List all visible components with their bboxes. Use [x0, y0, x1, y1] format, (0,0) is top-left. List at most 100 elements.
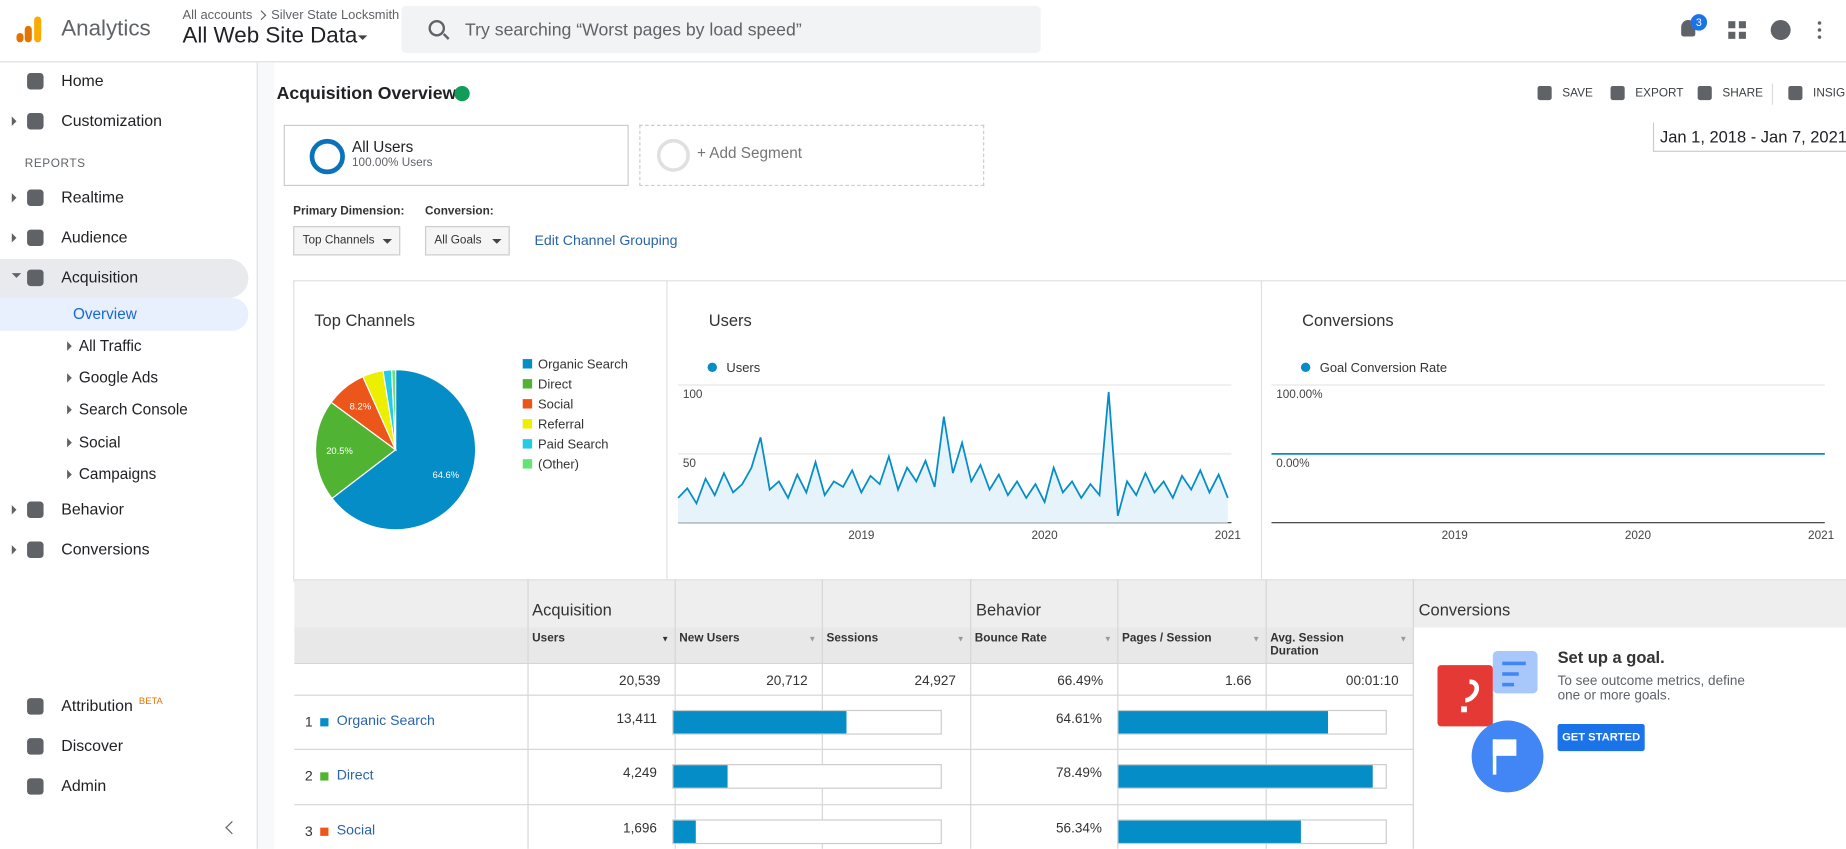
dropdown-label: Top Channels — [302, 234, 375, 248]
bar — [673, 820, 696, 843]
column-header[interactable]: Bounce Rate — [974, 632, 1047, 646]
beta-tag: BETA — [138, 695, 163, 707]
bar — [673, 711, 847, 734]
goal-flag-circle — [1471, 720, 1544, 793]
apps-icon — [1738, 21, 1746, 29]
date-range[interactable]: Jan 1, 2018 - Jan 7, 2021 — [1652, 122, 1846, 152]
sort-icon — [1400, 636, 1406, 642]
dropdown[interactable]: Top Channels — [293, 226, 401, 256]
sort-icon — [809, 636, 815, 642]
nav-item[interactable]: Conversions — [61, 540, 150, 559]
menu-dot — [1817, 28, 1822, 32]
nav-item[interactable]: Realtime — [61, 188, 124, 207]
bar — [1118, 765, 1373, 788]
add-segment-label: + Add Segment — [696, 143, 803, 162]
row-border — [294, 662, 1413, 664]
goal-flag-pole — [1492, 739, 1497, 775]
column-header[interactable]: Users — [532, 632, 565, 646]
nav-subitem[interactable]: Campaigns — [78, 465, 157, 483]
nav-selected-bg — [0, 297, 249, 331]
action-button[interactable]: SAVE — [1562, 87, 1593, 101]
row-border — [294, 748, 1413, 750]
channel-swatch — [320, 827, 329, 836]
goal-bubble-line — [1502, 672, 1519, 676]
cell-value: 4,249 — [623, 766, 657, 781]
total-value: 24,927 — [914, 674, 956, 689]
column-border — [527, 579, 529, 849]
column-header[interactable]: Pages / Session — [1121, 632, 1212, 646]
icon — [27, 189, 44, 207]
breadcrumb: All accounts Silver State Locksmith — [182, 8, 399, 22]
column-header-row — [294, 627, 1413, 663]
nav-item[interactable]: Customization — [61, 111, 162, 130]
bar — [1118, 711, 1328, 734]
notification-badge: 3 — [1690, 14, 1708, 31]
goal-question-dot — [1461, 706, 1467, 713]
nav-item[interactable]: Acquisition — [61, 268, 139, 287]
nav-item[interactable]: Attribution — [61, 696, 133, 715]
nav-subitem[interactable]: Social — [78, 433, 121, 451]
search-icon — [428, 20, 446, 37]
breadcrumb-item[interactable]: All accounts — [182, 8, 253, 23]
view-selector[interactable]: All Web Site Data — [182, 23, 358, 49]
caret — [357, 35, 368, 41]
sort-icon — [1253, 636, 1259, 642]
chart-panel — [293, 280, 1846, 582]
icon — [27, 113, 44, 130]
help-icon[interactable] — [1770, 20, 1791, 41]
group-header: Behavior — [975, 600, 1042, 620]
column-header[interactable]: New Users — [679, 632, 740, 646]
nav-subitem[interactable]: Overview — [72, 304, 137, 323]
verified-icon — [454, 85, 470, 102]
icon — [27, 269, 44, 287]
search-box[interactable]: Try searching “Worst pages by load speed… — [401, 5, 1041, 53]
caret — [11, 545, 17, 555]
caret — [67, 469, 72, 480]
channel-link[interactable]: Social — [336, 821, 376, 839]
channel-link[interactable]: Organic Search — [336, 712, 435, 729]
dropdown-label: All Goals — [434, 234, 482, 248]
nav-subitem[interactable]: All Traffic — [78, 336, 142, 355]
page-title: Acquisition Overview — [276, 83, 457, 104]
nav-item[interactable]: Discover — [61, 736, 124, 755]
edit-link[interactable]: Edit Channel Grouping — [534, 231, 678, 249]
icon — [27, 229, 44, 247]
bar-track — [672, 819, 942, 845]
icon — [1788, 85, 1803, 101]
dimension-label: Conversion: — [425, 204, 494, 218]
apps-icon — [1728, 31, 1736, 39]
collapse-icon[interactable] — [225, 820, 239, 835]
nav-item[interactable]: Home — [61, 71, 104, 90]
add-segment[interactable]: + Add Segment — [639, 124, 985, 187]
breadcrumb-item[interactable]: Silver State Locksmith — [271, 8, 400, 23]
row-border — [294, 804, 1413, 806]
column-border — [1412, 579, 1414, 849]
caret — [67, 341, 72, 351]
channel-link[interactable]: Direct — [336, 766, 374, 783]
column-header[interactable]: Avg. Session Duration — [1270, 632, 1344, 659]
action-button[interactable]: EXPORT — [1635, 87, 1684, 101]
bar — [1118, 820, 1301, 843]
nav-item[interactable]: Behavior — [61, 500, 124, 519]
cell-value: 13,411 — [616, 712, 657, 727]
dimension-label: Primary Dimension: — [293, 204, 405, 218]
caret — [67, 373, 72, 383]
icon — [27, 698, 44, 715]
table-group-header — [294, 579, 1846, 629]
caret — [11, 116, 17, 126]
sort-icon — [958, 636, 964, 642]
nav-item[interactable]: Admin — [61, 777, 107, 795]
nav-item[interactable]: Audience — [61, 228, 128, 247]
nav-subitem[interactable]: Google Ads — [78, 368, 159, 387]
action-button[interactable]: SHARE — [1722, 87, 1763, 101]
row-border — [294, 694, 1413, 696]
action-button[interactable]: INSIGH — [1813, 87, 1846, 101]
caret — [11, 505, 17, 515]
caret — [67, 437, 72, 448]
goal-button[interactable]: GET STARTED — [1557, 724, 1645, 752]
goal-flag — [1492, 739, 1517, 756]
header-border — [0, 61, 1846, 63]
logo-bar — [24, 25, 32, 43]
nav-subitem[interactable]: Search Console — [78, 400, 188, 418]
column-header[interactable]: Sessions — [826, 632, 879, 646]
